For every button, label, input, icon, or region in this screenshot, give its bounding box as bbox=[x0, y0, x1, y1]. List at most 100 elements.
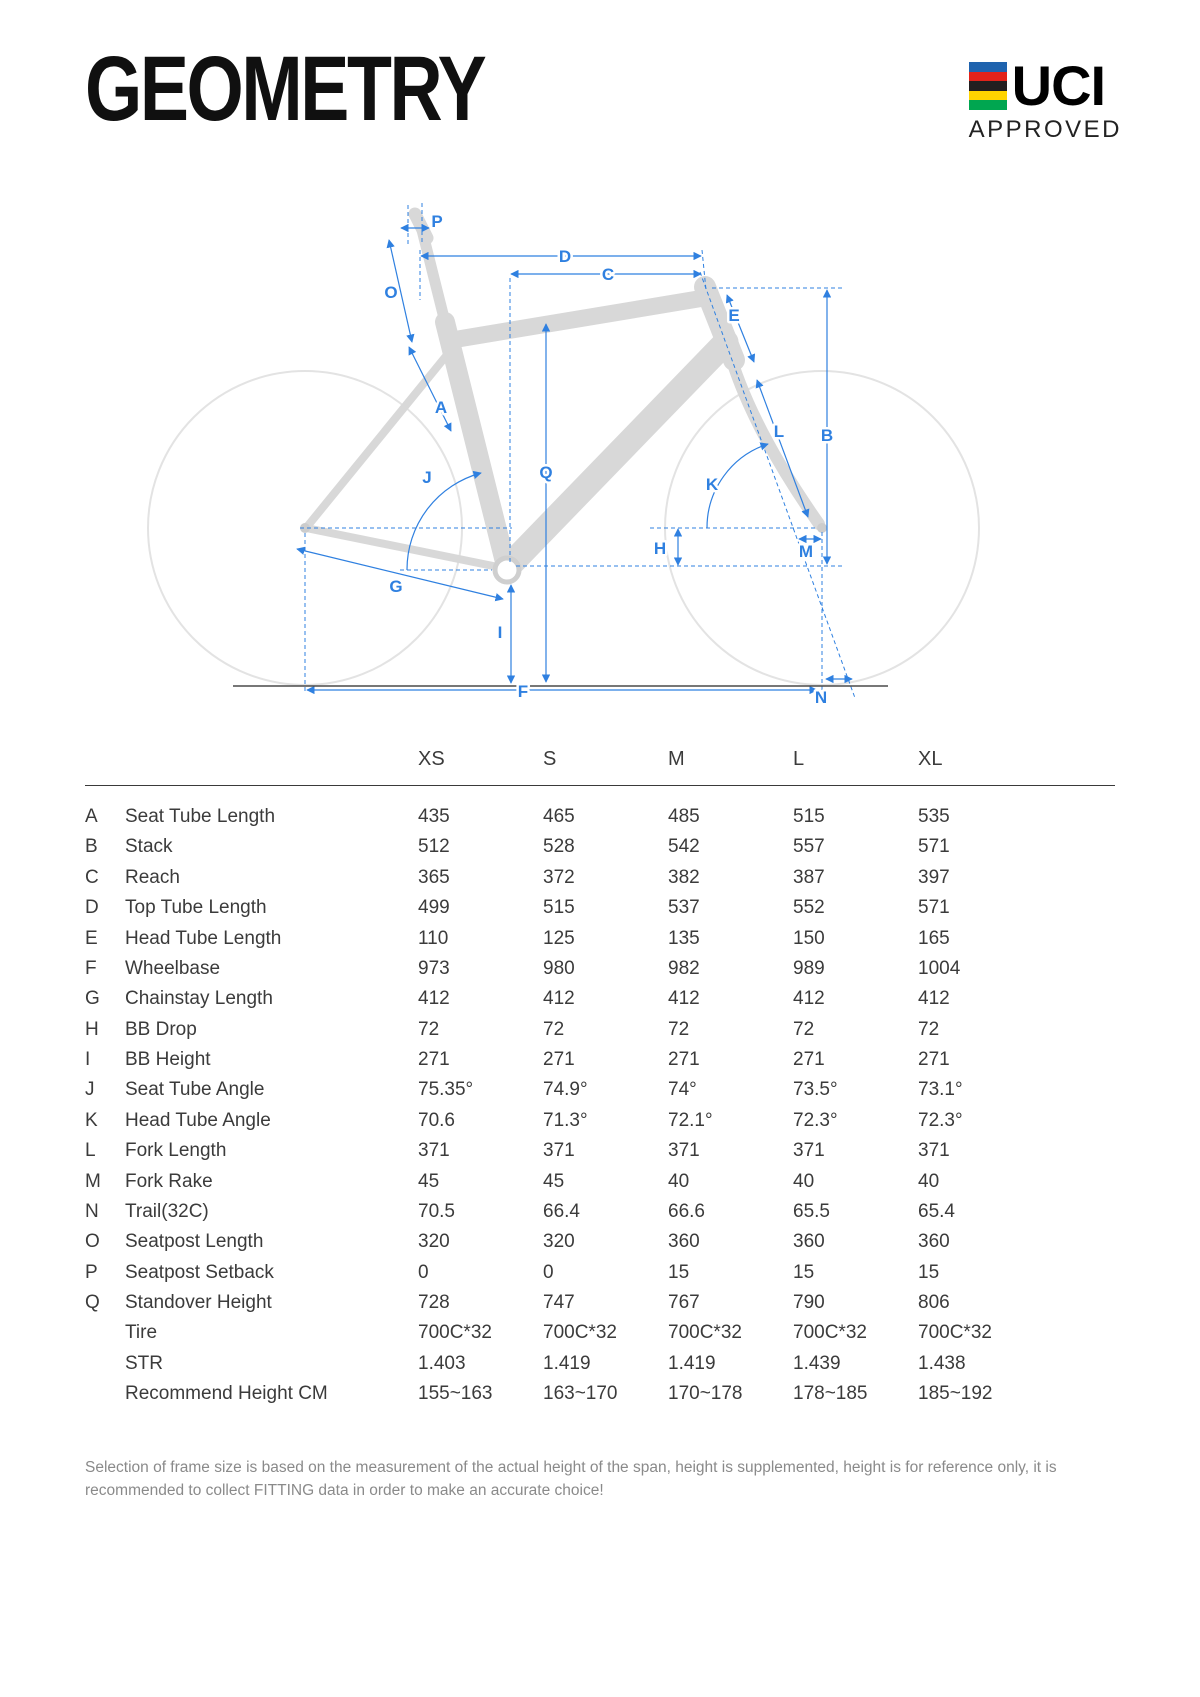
row-value-m: 72 bbox=[668, 1018, 690, 1040]
row-value-xs: 320 bbox=[418, 1231, 450, 1253]
row-value-xl: 40 bbox=[918, 1170, 940, 1192]
row-key: C bbox=[85, 866, 99, 888]
size-header-l: L bbox=[793, 748, 918, 786]
table-row: P Seatpost Setback 0 0 15 15 15 bbox=[85, 1257, 1115, 1287]
row-key bbox=[85, 1348, 125, 1378]
row-value-xs: 371 bbox=[418, 1140, 450, 1162]
row-value-m: 537 bbox=[668, 897, 700, 919]
uci-stripe bbox=[968, 100, 1007, 110]
row-key: N bbox=[85, 1200, 99, 1222]
row-value-xs: 155~163 bbox=[418, 1383, 493, 1405]
row-value-xl: 73.1° bbox=[918, 1079, 963, 1101]
row-value-s: 528 bbox=[543, 836, 575, 858]
dim-label-e: E bbox=[728, 306, 739, 325]
row-value-s: 515 bbox=[543, 897, 575, 919]
row-key: I bbox=[85, 1049, 91, 1070]
dim-label-i: I bbox=[498, 623, 503, 642]
row-key: Q bbox=[85, 1292, 100, 1313]
rear-dropout bbox=[300, 523, 310, 533]
row-key: K bbox=[85, 1109, 98, 1131]
dim-label-o: O bbox=[384, 283, 397, 302]
row-value-l: 150 bbox=[793, 927, 825, 949]
table-row: E Head Tube Length 110 125 135 150 165 bbox=[85, 923, 1115, 953]
row-value-l: 15 bbox=[793, 1261, 815, 1283]
row-value-s: 465 bbox=[543, 806, 575, 827]
row-value-s: 747 bbox=[543, 1292, 575, 1313]
geometry-table-section: XS S M L XL A Seat Tube Length 435 465 4… bbox=[85, 748, 1115, 1409]
row-value-l: 73.5° bbox=[793, 1079, 838, 1101]
row-value-xs: 45 bbox=[418, 1170, 440, 1192]
table-row: L Fork Length 371 371 371 371 371 bbox=[85, 1135, 1115, 1165]
row-value-m: 485 bbox=[668, 806, 700, 827]
row-value-l: 360 bbox=[793, 1231, 825, 1253]
size-header-xl: XL bbox=[918, 748, 1115, 786]
dimension-lines bbox=[296, 223, 853, 695]
row-value-xl: 371 bbox=[918, 1140, 950, 1162]
name-header bbox=[125, 748, 418, 786]
row-value-l: 178~185 bbox=[793, 1383, 868, 1405]
row-value-xs: 412 bbox=[418, 988, 450, 1010]
row-value-l: 790 bbox=[793, 1292, 825, 1313]
dim-label-a: A bbox=[435, 398, 447, 417]
uci-approved-label: APPROVED bbox=[968, 116, 1122, 144]
row-value-xs: 75.35° bbox=[418, 1079, 474, 1101]
row-value-m: 360 bbox=[668, 1231, 700, 1253]
size-header-m: M bbox=[668, 748, 793, 786]
uci-approved-logo: UCI APPROVED bbox=[968, 57, 1122, 144]
dim-label-k: K bbox=[706, 475, 719, 494]
row-value-l: 989 bbox=[793, 957, 825, 979]
row-key bbox=[85, 1318, 125, 1348]
dim-label-g: G bbox=[389, 577, 402, 596]
row-value-xl: 571 bbox=[918, 897, 950, 919]
row-name: Chainstay Length bbox=[125, 988, 273, 1010]
uci-stripe bbox=[968, 81, 1007, 91]
row-value-m: 382 bbox=[668, 866, 700, 888]
row-value-s: 412 bbox=[543, 988, 575, 1010]
dim-label-h: H bbox=[654, 539, 666, 558]
bottom-bracket bbox=[492, 555, 522, 585]
row-value-l: 557 bbox=[793, 836, 825, 858]
uci-logo-row: UCI bbox=[968, 57, 1106, 114]
row-value-m: 700C*32 bbox=[668, 1322, 742, 1344]
row-value-xs: 973 bbox=[418, 957, 450, 979]
row-value-s: 320 bbox=[543, 1231, 575, 1253]
row-name: Tire bbox=[125, 1322, 158, 1344]
front-dropout bbox=[817, 523, 827, 533]
row-value-m: 15 bbox=[668, 1261, 690, 1283]
row-name: Fork Rake bbox=[125, 1170, 213, 1192]
row-value-m: 66.6 bbox=[668, 1200, 705, 1222]
geometry-table-body: A Seat Tube Length 435 465 485 515 535 B… bbox=[85, 786, 1115, 1409]
row-name: Seat Tube Length bbox=[125, 806, 276, 827]
row-name: Seatpost Setback bbox=[125, 1261, 274, 1283]
table-row: O Seatpost Length 320 320 360 360 360 bbox=[85, 1227, 1115, 1257]
row-value-s: 0 bbox=[543, 1261, 554, 1283]
dim-label-q: Q bbox=[539, 463, 552, 482]
row-name: Seatpost Length bbox=[125, 1231, 264, 1253]
row-value-m: 72.1° bbox=[668, 1109, 713, 1131]
table-row: K Head Tube Angle 70.6 71.3° 72.1° 72.3°… bbox=[85, 1105, 1115, 1135]
row-value-l: 371 bbox=[793, 1140, 825, 1162]
row-value-l: 72 bbox=[793, 1018, 815, 1040]
table-row: J Seat Tube Angle 75.35° 74.9° 74° 73.5°… bbox=[85, 1075, 1115, 1105]
row-value-m: 74° bbox=[668, 1079, 697, 1101]
table-row: A Seat Tube Length 435 465 485 515 535 bbox=[85, 786, 1115, 832]
header: GEOMETRY UCI APPROVED bbox=[85, 43, 1122, 144]
row-value-s: 372 bbox=[543, 866, 575, 888]
row-value-xs: 1.403 bbox=[418, 1352, 466, 1374]
bike-frame bbox=[300, 207, 827, 585]
row-name: BB Height bbox=[125, 1049, 211, 1070]
row-value-xs: 365 bbox=[418, 866, 450, 888]
row-value-l: 40 bbox=[793, 1170, 815, 1192]
row-value-m: 982 bbox=[668, 957, 700, 979]
row-value-m: 371 bbox=[668, 1140, 700, 1162]
row-key: F bbox=[85, 957, 97, 979]
row-key bbox=[85, 1378, 125, 1408]
row-name: Head Tube Angle bbox=[125, 1109, 271, 1131]
row-key: E bbox=[85, 927, 98, 949]
dim-label-d: D bbox=[559, 247, 571, 266]
table-row: STR 1.403 1.419 1.419 1.439 1.438 bbox=[85, 1348, 1115, 1378]
row-name: Trail(32C) bbox=[125, 1200, 209, 1222]
row-value-m: 135 bbox=[668, 927, 700, 949]
row-value-xl: 15 bbox=[918, 1261, 940, 1283]
row-value-xl: 571 bbox=[918, 836, 950, 858]
